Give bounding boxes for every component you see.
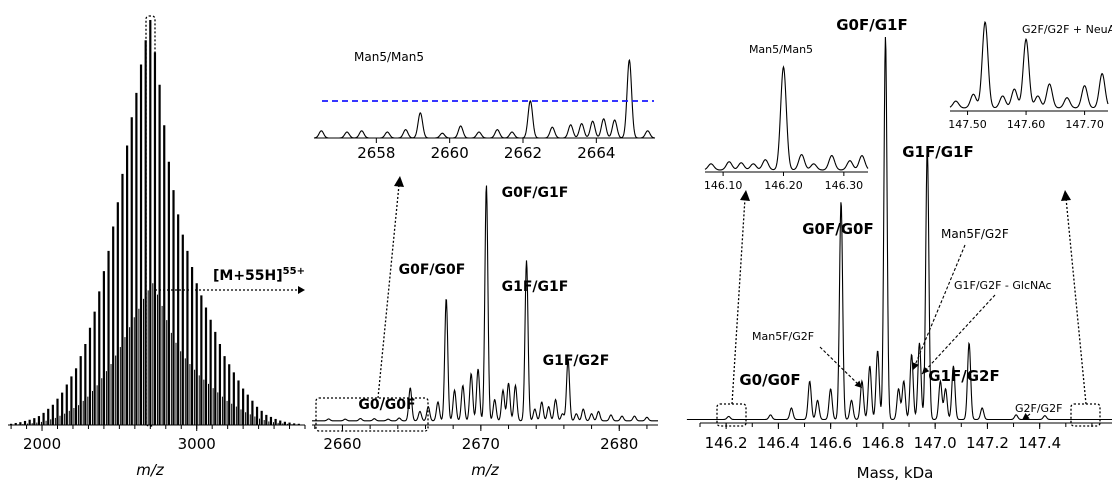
- right-inset-pointer-arrowhead: [1061, 190, 1071, 201]
- deconvoluted-tick-label: 147.4: [1018, 434, 1061, 452]
- charge-envelope-ticks: 2000 3000: [10, 425, 306, 453]
- deconvoluted-x-title: Mass, kDa: [857, 464, 934, 482]
- raw-zoom-x-title: m/z: [471, 461, 500, 479]
- raw-inset-ticks: 2658 2660 2662 2664: [357, 138, 615, 162]
- decon-inset-1-trace: [704, 65, 869, 171]
- decon-inset-1-ticks: 146.10 146.20 146.30: [704, 172, 863, 192]
- right-inset-pointer: [1065, 197, 1087, 405]
- deconvoluted-peak-label: G0/G0F: [739, 371, 800, 389]
- raw-zoom-trace: [312, 185, 658, 422]
- annotation-arrow: [912, 244, 966, 371]
- raw-inset-tick-label: 2662: [504, 144, 542, 162]
- raw-inset-peak-label: Man5/Man5: [354, 50, 424, 64]
- raw-inset-trace: [313, 58, 656, 139]
- raw-zoom-peak-label: G0F/G1F: [502, 185, 569, 201]
- raw-zoom-peak-label: G0/G0F: [358, 397, 415, 413]
- raw-zoom-tick-label: 2670: [462, 435, 500, 453]
- deconvoluted-peak-label: Man5F/G2F: [941, 227, 1009, 241]
- charge-envelope-bars: [9, 20, 302, 425]
- raw-zoom-panel: 2660 2670 2680 m/z G0/G0F G0F/G0F G0F/G1F G1F…: [312, 176, 658, 479]
- deconvoluted-peak-label: G1F/G2F: [928, 367, 999, 385]
- deconvoluted-peak-label: G0F/G1F: [836, 16, 907, 34]
- deconvoluted-tick-label: 146.4: [757, 434, 800, 452]
- deconvoluted-annotation-arrows: [819, 244, 1031, 421]
- deconvoluted-peak-labels: G0/G0F G0F/G0F G0F/G1F G1F/G1F G1F/G2F Man5F/…: [739, 16, 1062, 415]
- deconvoluted-tick-label: 147.2: [966, 434, 1009, 452]
- charge-state-label: [M+55H]55+: [213, 266, 305, 284]
- charge-state-arrowhead: [298, 286, 305, 294]
- charge-envelope-panel: 2000 3000 m/z [M+55H]55+: [8, 15, 306, 479]
- decon-inset-1-panel: 146.10 146.20 146.30 Man5/Man5: [704, 43, 869, 192]
- deconvoluted-peak-label: G0F/G0F: [802, 220, 873, 238]
- deconvoluted-peak-label: G1F/G1F: [902, 143, 973, 161]
- deconvoluted-peak-label: G2F/G2F: [1015, 402, 1062, 415]
- decon-inset-2-tick-label: 147.50: [948, 118, 987, 131]
- inset-pointer-arrowhead: [394, 176, 404, 187]
- selected-charge-state-box: [145, 15, 156, 427]
- inset-source-box: [315, 397, 429, 432]
- decon-inset-2-panel: 147.50 147.60 147.70 G2F/G2F + NeuAc: [948, 20, 1112, 131]
- raw-zoom-peak-label: G0F/G0F: [399, 262, 466, 278]
- decon-inset-1-label: Man5/Man5: [749, 43, 813, 56]
- decon-inset-2-ticks: 147.50 147.60 147.70: [948, 111, 1104, 131]
- raw-zoom-peak-label: G1F/G1F: [502, 279, 569, 295]
- deconvoluted-peak-label: G1F/G2F - GlcNAc: [954, 279, 1052, 292]
- raw-zoom-tick-label: 2680: [600, 435, 638, 453]
- raw-zoom-peak-labels: G0/G0F G0F/G0F G0F/G1F G1F/G1F G1F/G2F: [358, 185, 609, 413]
- deconvoluted-tick-label: 146.8: [861, 434, 904, 452]
- deconvoluted-tick-label: 146.6: [809, 434, 852, 452]
- annotation-arrow: [819, 346, 863, 389]
- charge-envelope-tick-label: 2000: [23, 435, 61, 453]
- deconvoluted-panel: 146.2 146.4 146.6 146.8 147.0 147.2 147.4 Mass…: [686, 16, 1112, 482]
- decon-inset-2-trace: [949, 20, 1109, 109]
- decon-inset-2-label: G2F/G2F + NeuAc: [1022, 23, 1112, 36]
- raw-inset-tick-label: 2664: [577, 144, 615, 162]
- deconvoluted-tick-label: 147.0: [914, 434, 957, 452]
- raw-zoom-ticks: 2660 2670 2680: [314, 425, 648, 453]
- inset-pointer: [377, 184, 400, 399]
- decon-inset-1-tick-label: 146.10: [704, 179, 743, 192]
- annotation-arrowhead: [854, 380, 862, 388]
- deconvoluted-trace: [686, 36, 1112, 421]
- raw-inset-tick-label: 2658: [357, 144, 395, 162]
- annotation-arrowhead: [912, 362, 919, 370]
- annotation-arrow: [921, 294, 996, 375]
- raw-zoom-tick-label: 2660: [323, 435, 361, 453]
- charge-envelope-x-title: m/z: [136, 461, 165, 479]
- annotation-arrowhead: [1022, 413, 1030, 420]
- raw-inset-tick-label: 2660: [431, 144, 469, 162]
- left-inset-pointer: [731, 197, 746, 405]
- raw-zoom-peak-label: G1F/G2F: [543, 353, 610, 369]
- deconvoluted-peak-label: Man5F/G2F: [752, 330, 814, 343]
- deconvoluted-ticks: 146.2 146.4 146.6 146.8 147.0 147.2 147.4: [699, 423, 1093, 452]
- decon-inset-1-tick-label: 146.20: [764, 179, 803, 192]
- deconvoluted-tick-label: 146.2: [705, 434, 748, 452]
- left-inset-pointer-arrowhead: [740, 190, 750, 201]
- decon-inset-2-tick-label: 147.70: [1065, 118, 1104, 131]
- raw-inset-panel: 2658 2660 2662 2664 Man5/Man5: [313, 50, 656, 162]
- decon-inset-1-tick-label: 146.30: [825, 179, 864, 192]
- charge-envelope-tick-label: 3000: [178, 435, 216, 453]
- decon-inset-2-tick-label: 147.60: [1007, 118, 1046, 131]
- annotation-arrowhead: [922, 366, 930, 374]
